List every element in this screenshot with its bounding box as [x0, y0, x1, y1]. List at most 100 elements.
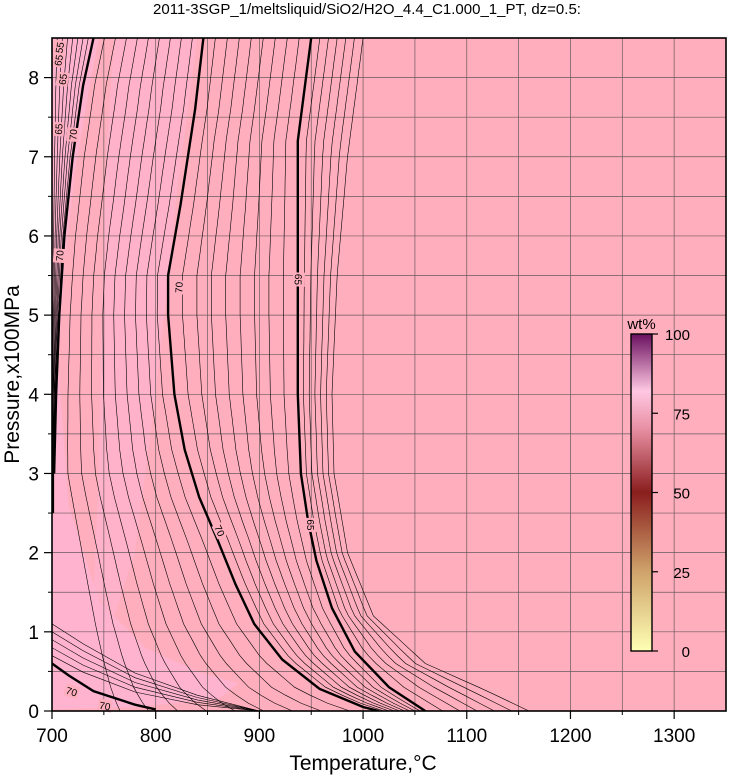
contour-label-group: 65 — [51, 121, 66, 137]
contour-label: 70 — [64, 686, 78, 700]
colorbar-tick-label: 0 — [682, 644, 690, 661]
contour-line-major — [166, 38, 379, 711]
contour-label: 65 — [54, 123, 66, 135]
y-axis-title: Pressure,x100MPa — [1, 285, 24, 464]
contour-line — [79, 38, 150, 711]
x-tick-label: 1300 — [653, 726, 695, 747]
contour-label-group: 55 — [52, 39, 67, 56]
contour-line — [225, 38, 400, 711]
contour-label-group: 65 — [55, 71, 70, 87]
x-tick-label: 900 — [244, 726, 276, 747]
contour-line — [91, 38, 178, 711]
x-tick-label: 700 — [36, 726, 68, 747]
contour-line — [303, 38, 443, 711]
x-tick-label: 1000 — [342, 726, 384, 747]
contour-line-major — [296, 38, 426, 711]
contour-label-bg — [211, 521, 229, 540]
contour-label-bg — [66, 127, 80, 143]
contour-line — [135, 38, 293, 711]
y-tick-label: 8 — [28, 69, 39, 90]
contour-label-bg — [52, 248, 66, 264]
contour-label-group: 65 — [304, 517, 318, 532]
chart-title: 2011-3SGP_1/meltsliquid/SiO2/H2O_4.4_C1.… — [153, 1, 581, 18]
y-tick-label: 3 — [28, 464, 39, 485]
contour-label: 70 — [174, 281, 185, 293]
contour-line — [314, 38, 478, 711]
contour-line — [156, 38, 350, 711]
contour-label-bg — [63, 683, 81, 700]
contour-label-group: 70 — [63, 683, 81, 700]
y-tick-label: 2 — [28, 544, 39, 565]
contour-label-bg — [292, 272, 306, 287]
contour-label: 70 — [55, 249, 67, 261]
contour-line — [102, 38, 207, 711]
contour-line — [239, 38, 405, 711]
y-tick-label: 0 — [28, 702, 39, 723]
colorbar-tick-label: 50 — [673, 486, 690, 503]
contour-label: 65 — [53, 54, 66, 67]
y-tick-label: 4 — [28, 385, 39, 406]
contour-label-bg — [55, 71, 70, 87]
contour-line — [182, 38, 384, 711]
contour-line — [211, 38, 395, 711]
contour-line — [52, 623, 260, 711]
contour-label: 55 — [54, 41, 67, 54]
contour-label-group: 65 — [51, 52, 66, 69]
contour-line — [283, 38, 421, 711]
contour-line — [325, 38, 512, 711]
contour-line-major — [52, 38, 95, 474]
light-region-inner — [93, 38, 198, 616]
contour-label: 70 — [68, 128, 80, 140]
contour-line — [268, 38, 416, 711]
colorbar-tick-label: 100 — [665, 327, 690, 344]
contour-line — [308, 38, 461, 711]
colorbar-title: wt% — [626, 316, 655, 333]
contour-line — [52, 655, 260, 711]
contour-line — [52, 38, 68, 514]
y-tick-label: 5 — [28, 306, 39, 327]
axes: 700 800 900 1000 1100 1200 1300012345678Temper… — [1, 37, 727, 775]
x-tick-label: 1100 — [446, 726, 487, 747]
y-tick-label: 6 — [28, 227, 39, 248]
contour-label: 70 — [211, 524, 226, 539]
colorbar-ramp — [630, 333, 653, 652]
contour-line — [320, 38, 495, 711]
y-tick-label: 1 — [28, 623, 39, 644]
plot-frame — [51, 37, 727, 712]
contour-line — [67, 38, 121, 711]
contour-label: 65 — [292, 274, 303, 286]
contour-line — [124, 38, 264, 711]
grid — [52, 38, 726, 711]
contour-label-bg — [172, 280, 185, 295]
contour-label-group: 65 — [292, 272, 306, 287]
y-tick-label: 7 — [28, 148, 39, 169]
contour-label: 65 — [304, 519, 315, 531]
contour-label-group: 70 — [172, 280, 186, 295]
contour-line — [52, 647, 260, 711]
contour-label-group: 70 — [66, 127, 80, 143]
contour-label-group: 70 — [52, 248, 67, 264]
colorbar-tick-label: 25 — [673, 565, 690, 582]
x-tick-label: 800 — [140, 726, 172, 747]
contour-lines — [52, 38, 530, 711]
contour-label-bg — [51, 121, 65, 137]
contour-line — [196, 38, 390, 711]
plot-area — [52, 38, 726, 711]
contour-label-bg — [52, 39, 67, 56]
contour-label-bg — [305, 517, 318, 532]
contour-line — [52, 631, 260, 711]
contour-label-bg — [96, 698, 113, 713]
contour-line — [113, 38, 236, 711]
contour-label: 65 — [58, 73, 71, 86]
x-axis-title: Temperature,°C — [289, 752, 436, 775]
light-region — [52, 38, 239, 710]
contour-line — [52, 639, 260, 711]
contour-line — [331, 38, 530, 711]
colorbar-tick-label: 75 — [673, 406, 690, 423]
contour-line — [52, 38, 73, 514]
contour-label-group: 70 — [211, 521, 229, 540]
contour-line-major — [52, 662, 156, 711]
x-tick-label: 1200 — [549, 726, 591, 747]
